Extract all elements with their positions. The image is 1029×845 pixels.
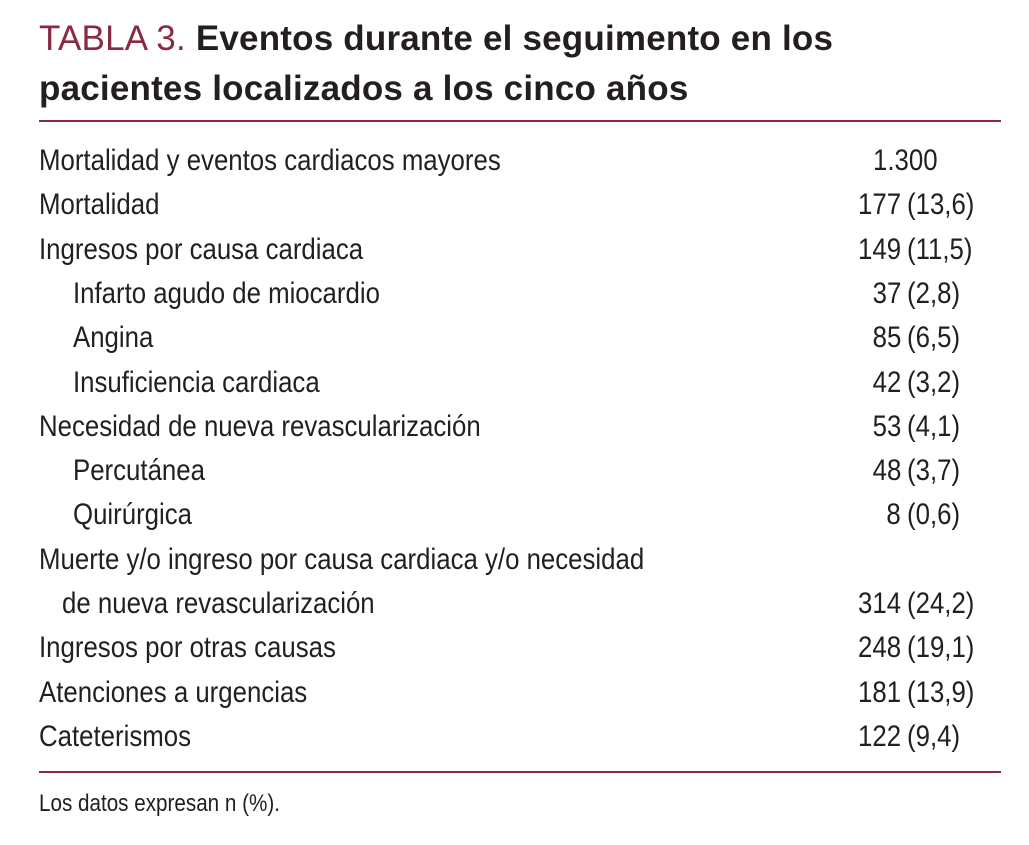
- table-row: Ingresos por causa cardiaca 149 (11,5): [39, 228, 1001, 272]
- footnote: Los datos expresan n (%).: [39, 790, 280, 817]
- row-percent: (0,6): [907, 498, 961, 532]
- bottom-rule: [39, 771, 1001, 773]
- row-percent: (6,5): [907, 321, 961, 355]
- row-count: 149: [857, 232, 901, 266]
- row-label: Atenciones a urgencias: [39, 675, 308, 709]
- row-count: 37: [872, 276, 901, 310]
- row-count: 8: [886, 498, 901, 532]
- top-rule: [39, 120, 1001, 122]
- row-percent: (13,9): [907, 675, 975, 709]
- row-percent: (3,2): [907, 365, 961, 399]
- row-percent: (11,5): [907, 232, 973, 266]
- row-label: Mortalidad y eventos cardiacos mayores: [39, 144, 501, 177]
- table-row: Atenciones a urgencias 181 (13,9): [39, 671, 1001, 715]
- table-row: Cateterismos 122 (9,4): [39, 715, 1001, 759]
- row-percent: (2,8): [907, 276, 961, 310]
- row-count: 248: [857, 631, 901, 665]
- table-row: Angina 85 (6,5): [39, 316, 1001, 360]
- row-label: Necesidad de nueva revascularización: [39, 409, 481, 443]
- row-count: 42: [872, 365, 901, 399]
- row-total: 1.300: [873, 144, 938, 177]
- row-percent: (3,7): [907, 454, 961, 488]
- table-row: Mortalidad y eventos cardiacos mayores 1.…: [39, 139, 1001, 183]
- table-row: Mortalidad 177 (13,6): [39, 183, 1001, 227]
- row-label: Muerte y/o ingreso por causa cardiaca y/…: [39, 542, 645, 576]
- row-label: Quirúrgica: [73, 498, 193, 532]
- row-percent: (4,1): [907, 409, 961, 443]
- row-count: 122: [857, 719, 901, 753]
- row-count: 48: [872, 454, 901, 488]
- table-row: Percutánea 48 (3,7): [39, 449, 1001, 493]
- row-label: Angina: [73, 321, 154, 355]
- table-row: Quirúrgica 8 (0,6): [39, 493, 1001, 537]
- table-row: Infarto agudo de miocardio 37 (2,8): [39, 272, 1001, 316]
- table-row: Insuficiencia cardiaca 42 (3,2): [39, 361, 1001, 405]
- table-row: Necesidad de nueva revascularización 53 (4…: [39, 405, 1001, 449]
- table-label: TABLA 3.: [39, 19, 186, 58]
- row-percent: (13,6): [907, 188, 975, 222]
- row-label: Mortalidad: [39, 188, 160, 222]
- row-label: Percutánea: [73, 454, 205, 488]
- row-percent: (9,4): [907, 719, 961, 753]
- row-percent: (24,2): [907, 587, 975, 620]
- table-title: TABLA 3. Eventos durante el seguimento e…: [39, 14, 833, 114]
- row-count: 314: [857, 587, 901, 620]
- row-label: de nueva revascularización: [62, 587, 375, 620]
- table-row: Ingresos por otras causas 248 (19,1): [39, 626, 1001, 670]
- row-count: 177: [857, 188, 901, 222]
- row-label: Ingresos por causa cardiaca: [39, 232, 364, 266]
- row-percent: (19,1): [907, 631, 975, 665]
- table-row: de nueva revascularización 314 (24,2): [39, 582, 1001, 626]
- table-row: Muerte y/o ingreso por causa cardiaca y/…: [39, 538, 1001, 582]
- title-line-2: pacientes localizados a los cinco años: [39, 69, 689, 108]
- row-count: 85: [872, 321, 901, 355]
- row-count: 53: [872, 409, 901, 443]
- row-label: Ingresos por otras causas: [39, 631, 336, 665]
- row-label: Insuficiencia cardiaca: [73, 365, 320, 399]
- row-count: 181: [857, 675, 901, 709]
- title-line-1: Eventos durante el seguimento en los: [195, 19, 834, 58]
- row-label: Infarto agudo de miocardio: [73, 276, 380, 310]
- row-label: Cateterismos: [39, 719, 191, 753]
